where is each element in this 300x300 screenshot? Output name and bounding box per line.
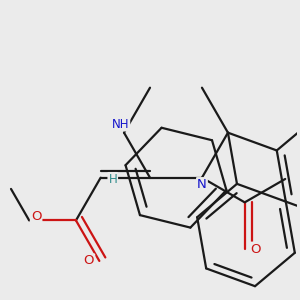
Text: H: H [108, 173, 117, 186]
Text: O: O [31, 211, 41, 224]
Text: NH: NH [112, 118, 129, 130]
Text: N: N [197, 178, 207, 191]
Text: O: O [250, 243, 260, 256]
Text: O: O [84, 254, 94, 267]
